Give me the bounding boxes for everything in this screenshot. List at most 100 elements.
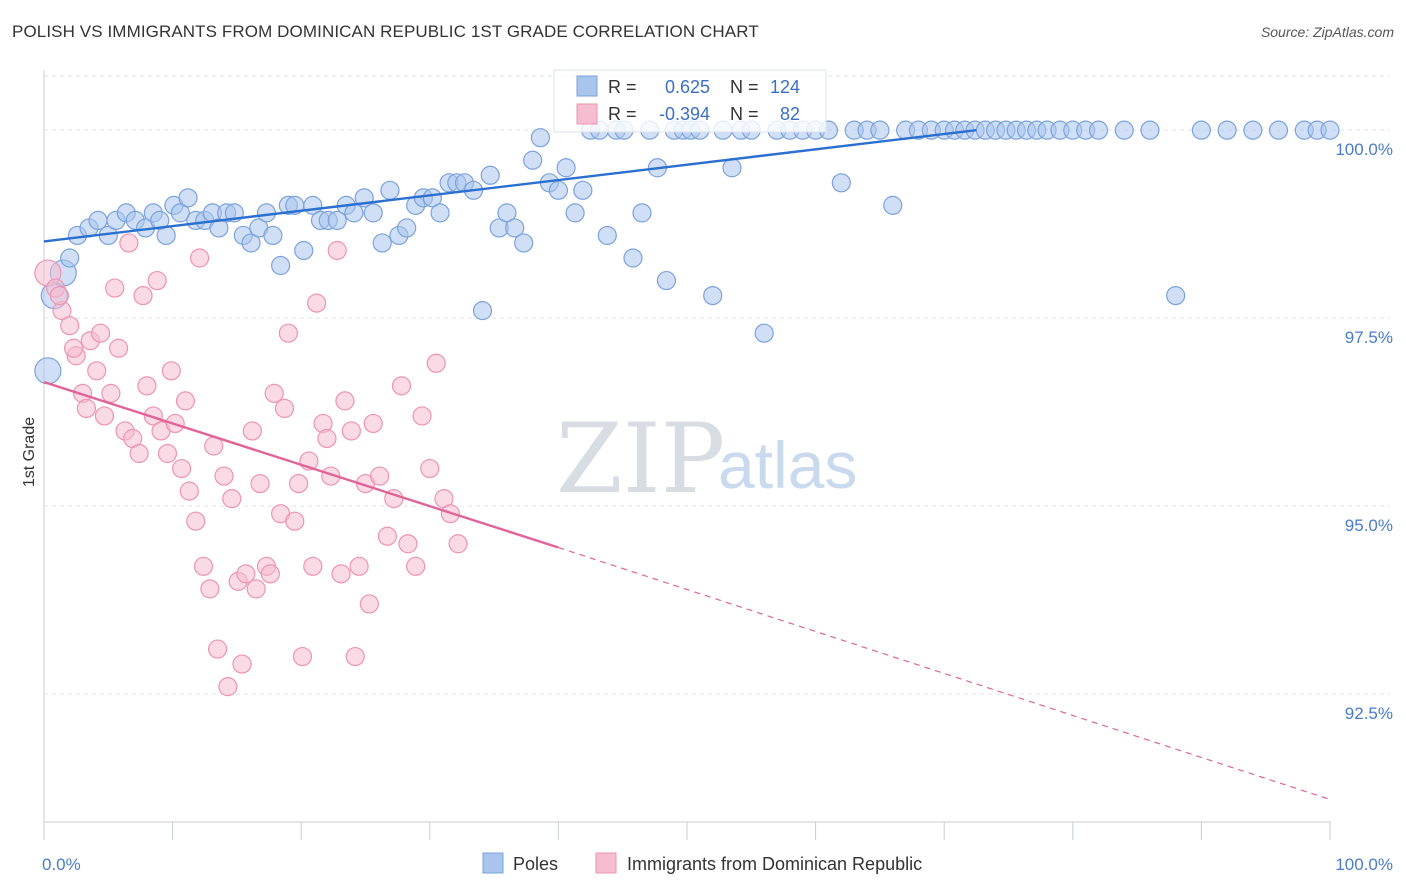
- dom-point: [370, 466, 390, 486]
- dom-n-label: N =: [730, 104, 759, 124]
- y-tick-label: 100.0%: [1335, 140, 1393, 159]
- poles-point: [88, 210, 108, 230]
- dom-point: [49, 286, 70, 306]
- dom-point: [246, 579, 266, 599]
- poles-point: [656, 270, 677, 291]
- dom-point: [406, 556, 426, 576]
- legend-poles-swatch: [482, 852, 504, 874]
- poles-point: [548, 180, 569, 200]
- poles-point: [556, 158, 576, 178]
- dom-point: [278, 323, 298, 343]
- dom-point: [105, 278, 125, 298]
- poles-point: [722, 158, 742, 178]
- poles-point: [256, 203, 277, 223]
- dom-n-value: 82: [780, 104, 800, 124]
- poles-point: [294, 240, 314, 261]
- poles-point: [422, 188, 442, 208]
- poles-point: [1268, 120, 1289, 140]
- dom-point: [175, 391, 196, 411]
- dom-point: [76, 398, 97, 418]
- dom-point: [303, 556, 323, 576]
- poles-point: [1217, 120, 1237, 140]
- dom-point: [63, 338, 84, 358]
- dom-point: [193, 556, 214, 576]
- poles-point: [344, 203, 364, 223]
- dom-point: [94, 406, 115, 426]
- dom-point: [307, 293, 327, 313]
- poles-point: [623, 248, 643, 268]
- labels-layer: 100.0% 97.5% 95.0% 92.5% 0.0% 100.0%: [42, 140, 1393, 874]
- poles-point: [754, 323, 774, 343]
- dom-point: [391, 376, 412, 396]
- dom-point: [398, 534, 418, 554]
- poles-point: [1243, 120, 1263, 140]
- y-tick-label: 97.5%: [1345, 328, 1393, 347]
- dom-point: [363, 413, 383, 434]
- poles-r-value: 0.625: [665, 77, 710, 97]
- dom-r-value: -0.394: [659, 104, 710, 124]
- poles-point: [327, 210, 347, 230]
- dom-point: [448, 534, 468, 554]
- x-tick-label: 100.0%: [1335, 855, 1393, 874]
- poles-point: [380, 180, 400, 200]
- dom-point: [349, 556, 369, 576]
- poles-point: [472, 301, 493, 321]
- y-axis-title: 1st Grade: [21, 417, 38, 487]
- y-tick-label: 92.5%: [1345, 704, 1393, 723]
- poles-point: [1191, 120, 1212, 140]
- dom-trend-extension: [558, 546, 1331, 801]
- poles-point: [34, 357, 62, 385]
- dom-point: [420, 458, 440, 479]
- axis-layer: [43, 70, 1331, 840]
- dom-point: [264, 383, 284, 403]
- poles-trend-line: [43, 128, 977, 243]
- watermark-zip: ZIP: [556, 403, 725, 515]
- poles-point: [480, 165, 500, 185]
- source-label: Source: ZipAtlas.com: [1260, 24, 1394, 40]
- poles-point: [397, 218, 417, 238]
- dom-point: [345, 646, 365, 667]
- watermark-atlas: atlas: [718, 428, 857, 502]
- dom-point: [317, 428, 337, 449]
- poles-r-label: R =: [608, 77, 637, 97]
- dom-r-label: R =: [608, 104, 637, 124]
- poles-point: [1140, 120, 1160, 140]
- dom-point: [119, 233, 139, 253]
- dom-point: [341, 421, 361, 441]
- dom-point: [236, 564, 256, 584]
- dom-point: [327, 240, 347, 261]
- dom-point: [172, 458, 192, 479]
- dom-point: [87, 361, 107, 381]
- poles-point: [363, 203, 383, 223]
- dom-point: [90, 323, 111, 343]
- poles-point: [241, 233, 261, 253]
- dom-point: [289, 474, 309, 494]
- dom-point: [426, 353, 446, 373]
- stats-box: R = 0.625 N = 124 R = -0.394 N = 82: [553, 69, 827, 133]
- dom-point: [137, 376, 157, 396]
- poles-point: [271, 255, 291, 276]
- poles-point: [156, 225, 176, 246]
- poles-point: [372, 233, 392, 253]
- poles-point: [170, 203, 190, 223]
- poles-stat-swatch: [576, 75, 598, 97]
- dom-point: [161, 361, 181, 381]
- dom-point: [412, 406, 432, 426]
- poles-point: [514, 233, 534, 253]
- dom-trend-line: [43, 380, 559, 549]
- dom-stat-swatch: [576, 103, 598, 125]
- dom-point: [190, 248, 210, 268]
- dom-point: [108, 338, 129, 358]
- poles-point: [573, 180, 593, 200]
- dom-point: [331, 564, 351, 584]
- dom-point: [147, 270, 167, 291]
- dom-point: [60, 316, 80, 336]
- dom-point: [222, 489, 242, 509]
- dom-point: [179, 481, 199, 501]
- poles-n-value: 124: [770, 77, 800, 97]
- dom-point: [218, 677, 238, 697]
- dom-point: [242, 421, 262, 441]
- poles-point: [430, 203, 450, 223]
- poles-point: [831, 173, 851, 193]
- legend-dom-label: Immigrants from Dominican Republic: [627, 854, 922, 874]
